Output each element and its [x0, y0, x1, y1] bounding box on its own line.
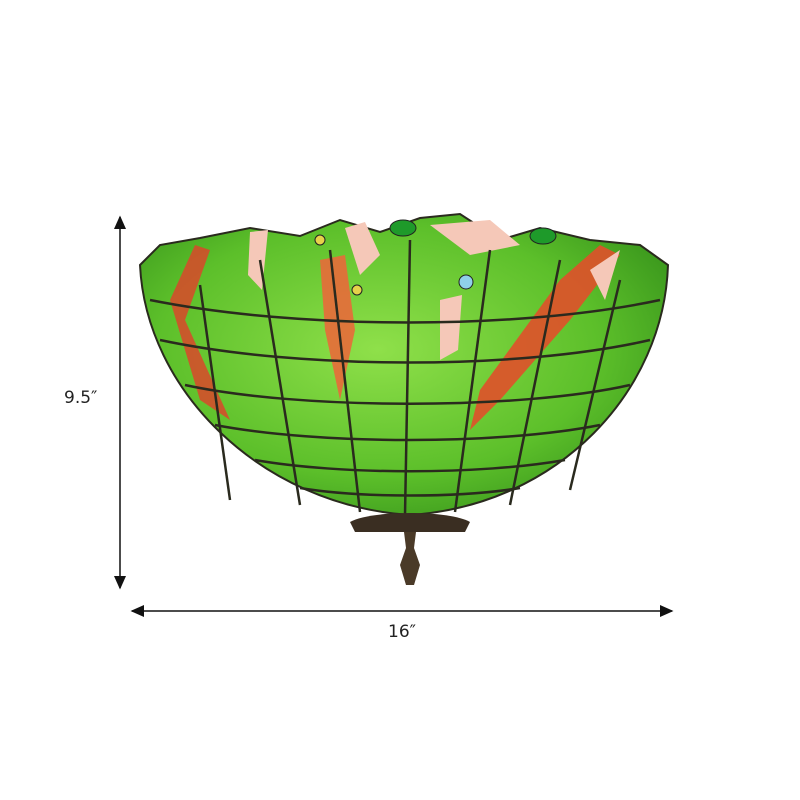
tiffany-ceiling-lamp [138, 212, 670, 585]
width-label: 16″ [388, 622, 416, 642]
height-label: 9.5″ [64, 388, 98, 408]
